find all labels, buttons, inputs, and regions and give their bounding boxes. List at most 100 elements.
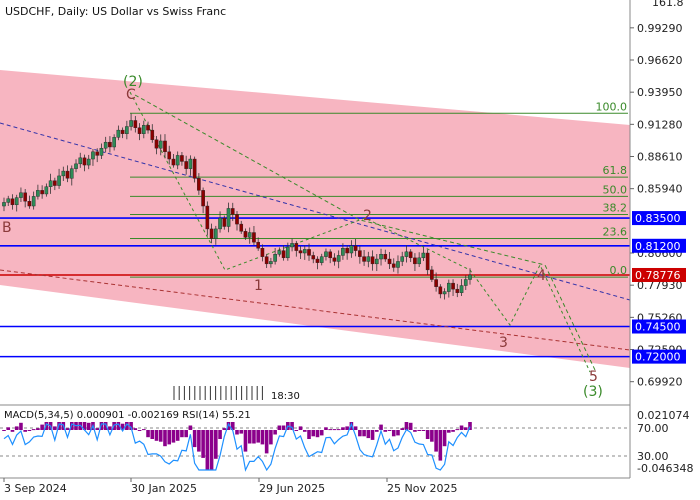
wave-label-4: 4 xyxy=(537,268,546,284)
candle-body xyxy=(184,161,188,169)
macd-bar xyxy=(230,422,235,430)
fib-label: 100.0 xyxy=(596,100,628,113)
time-tick-label: 30 Jan 2025 xyxy=(131,482,197,495)
candle-body xyxy=(180,155,184,162)
candle-body xyxy=(112,137,116,148)
candle-body xyxy=(277,250,282,255)
candle-body xyxy=(370,256,375,265)
rsi-tick-70: 70.00 xyxy=(637,422,669,435)
macd-bar xyxy=(404,422,409,430)
fibonacci-labels: 100.0 61.8 50.0 38.2 23.6 0.0 xyxy=(596,100,628,277)
macd-bar xyxy=(260,430,265,445)
candle-body xyxy=(146,125,150,131)
macd-bar xyxy=(391,430,396,437)
macd-bar xyxy=(332,429,337,431)
macd-bar xyxy=(358,430,362,437)
candle-body xyxy=(421,252,426,259)
macd-bar xyxy=(53,426,57,430)
macd-bar xyxy=(243,430,248,452)
candle-body xyxy=(40,190,44,195)
macd-bar xyxy=(430,430,434,442)
wave-label-5: 5 xyxy=(589,369,598,385)
candle-body xyxy=(239,223,244,232)
candle-body xyxy=(459,285,464,293)
candle-body xyxy=(44,186,49,195)
candle-body xyxy=(307,249,311,256)
macd-bar xyxy=(328,429,332,431)
price-tag-box xyxy=(632,319,686,334)
time-label: 18:30 xyxy=(271,391,300,402)
macd-bar xyxy=(150,430,155,439)
candle-body xyxy=(74,163,78,169)
candle-body xyxy=(252,232,256,243)
macd-bar xyxy=(375,430,379,432)
candle-body xyxy=(413,257,417,265)
macd-bar xyxy=(353,426,358,430)
candle-body xyxy=(451,282,455,290)
macd-bar xyxy=(319,430,324,436)
candle-body xyxy=(362,256,366,262)
candle-body xyxy=(91,151,95,160)
candle-body xyxy=(264,256,269,265)
candle-body xyxy=(336,255,341,262)
macd-bar xyxy=(324,427,328,430)
macd-bar xyxy=(116,422,121,430)
price-tag: 0.83500 xyxy=(635,212,681,225)
macd-bar xyxy=(468,422,472,430)
macd-bar xyxy=(451,430,455,432)
rsi-line xyxy=(3,422,471,472)
macd-bar xyxy=(413,430,417,432)
macd-bar xyxy=(379,424,383,430)
price-tag-box xyxy=(632,211,686,226)
candle-body xyxy=(197,178,201,191)
candle-body xyxy=(438,286,443,295)
macd-bar xyxy=(36,428,40,430)
wave-path-major xyxy=(134,94,596,371)
candle-body xyxy=(6,198,11,203)
candle-body xyxy=(349,245,354,254)
macd-bar xyxy=(23,430,27,432)
candle-body xyxy=(396,261,400,268)
price-tags: 0.83500 0.81200 0.78776 0.74500 0.72000 xyxy=(632,211,686,364)
candle-body xyxy=(447,282,451,292)
candle-body xyxy=(430,269,434,280)
macd-bar xyxy=(184,430,188,438)
macd-bar xyxy=(362,430,366,437)
macd-bar xyxy=(192,430,197,448)
indicator-tick-top: 0.021074 xyxy=(637,409,690,422)
trend-line-lower xyxy=(0,269,631,351)
macd-bar xyxy=(14,426,19,430)
macd-bar xyxy=(158,430,163,442)
candle-body xyxy=(417,257,421,265)
fib-label: 0.0 xyxy=(610,264,628,277)
fib-label: 23.6 xyxy=(603,226,628,239)
macd-bar xyxy=(103,422,108,430)
candle-body xyxy=(201,190,205,207)
macd-bar xyxy=(171,430,176,443)
candle-body xyxy=(48,180,53,187)
macd-bar xyxy=(82,422,87,430)
macd-bar xyxy=(387,430,392,431)
macd-bar xyxy=(294,430,299,431)
macd-bar xyxy=(425,430,430,439)
candle-body xyxy=(69,168,74,179)
macd-bar xyxy=(133,428,138,430)
candle-body xyxy=(175,155,180,166)
candle-body xyxy=(235,214,239,225)
macd-bar xyxy=(95,428,99,430)
macd-bar xyxy=(125,422,129,430)
candle-body xyxy=(315,258,320,263)
session-markers xyxy=(173,386,263,400)
macd-bar xyxy=(167,430,172,445)
macd-bar xyxy=(302,430,307,432)
candle-body xyxy=(137,127,142,134)
macd-bar xyxy=(400,428,405,430)
candle-body xyxy=(36,190,40,197)
macd-bar xyxy=(154,430,159,441)
candle-body xyxy=(273,254,277,262)
candle-body xyxy=(10,198,15,206)
macd-bar xyxy=(137,430,142,431)
candle-body xyxy=(171,158,176,166)
wave-label-c: C xyxy=(126,87,136,103)
candle-body xyxy=(23,192,27,202)
